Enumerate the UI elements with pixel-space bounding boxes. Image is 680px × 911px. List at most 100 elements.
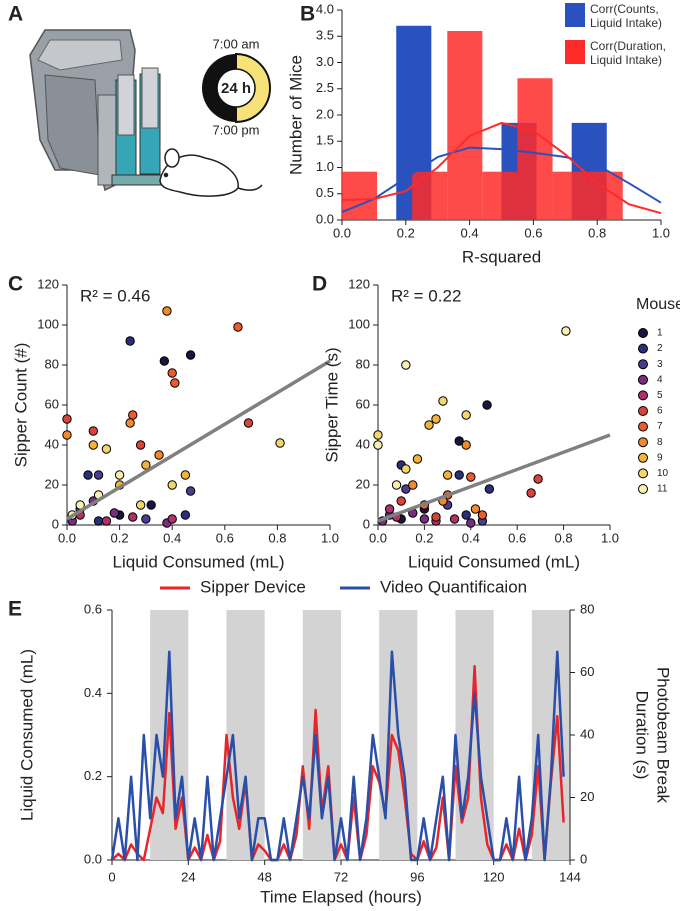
scatter-point [396,496,406,506]
y-tick-label: 0.0 [84,851,102,866]
y-tick-label: 0.4 [84,685,102,700]
scatter-point [125,418,135,428]
legend-label: 7 [657,421,663,432]
y-tick-label: 120 [37,276,59,291]
scatter-point [384,504,395,514]
clock-illustration [202,52,271,124]
y-axis-label: Number of Mice [286,55,305,175]
legend-label: 5 [657,390,663,401]
mouse-illustration [159,148,263,197]
legend-label: 4 [657,374,663,385]
legend-marker [638,421,648,432]
scatter-point [275,438,285,448]
y2-tick-label: 0 [580,851,587,866]
scatter-point [470,504,481,514]
scatter-point [412,454,423,464]
y-axis-label: Sipper Count (#) [11,343,30,468]
x-tick-label: 0.2 [415,530,433,545]
x-axis-label: Liquid Consumed (mL) [113,552,285,571]
scatter-point [431,414,441,424]
legend-label: Sipper Device [200,577,306,596]
scatter-point [477,510,488,520]
histogram-bar [447,31,483,220]
x-tick-label: 1.0 [652,225,670,240]
legend-swatch [565,40,585,64]
x-tick-label: 0.2 [397,225,415,240]
fit-line [377,433,611,523]
y-tick-label: 120 [348,276,370,291]
y-tick-label: 40 [45,436,59,451]
legend-label: 8 [657,437,663,448]
y-tick-label: 80 [356,356,370,371]
scatter-point [482,400,492,410]
x-axis-label: Liquid Consumed (mL) [408,552,580,571]
legend-marker [638,452,648,463]
scatter-point [109,508,120,518]
legend-marker [638,374,648,385]
annotation: R² = 0.22 [391,286,461,305]
x-tick-label: 0.0 [58,530,76,545]
legend-label: 6 [657,406,663,417]
scatter-point [167,514,177,524]
scatter-point [180,470,191,480]
x-tick-label: 0.4 [462,530,480,545]
histogram-bar [412,171,448,220]
y-tick-label: 2.0 [316,106,334,121]
scatter-point [125,336,135,346]
y2-tick-label: 60 [580,664,594,679]
scatter-point [419,514,430,524]
x-tick-label: 0 [108,869,115,884]
fit-line [66,359,331,521]
y-tick-label: 1.0 [316,159,334,174]
x-tick-label: 96 [410,869,424,884]
scatter-point [484,484,495,494]
y-tick-label: 2.5 [316,80,334,95]
x-tick-label: 0.8 [268,530,286,545]
device-illustration [29,29,165,192]
scatter-point [83,470,93,480]
scatter-point [62,430,72,440]
data-line [110,650,565,862]
legend-marker [638,343,648,354]
y-tick-label: 100 [37,316,59,331]
histogram-bar [342,171,378,220]
y-tick-label: 80 [45,356,59,371]
scatter-point [162,306,172,316]
scatter-point [373,430,383,440]
scatter-point [141,514,151,524]
scatter-point [391,480,402,490]
scatter-point [561,326,571,336]
legend-marker [638,484,648,494]
scatter-point [185,486,196,496]
y2-tick-label: 20 [580,789,594,804]
clock-label: 7:00 am [213,36,260,51]
density-curve [341,121,662,215]
scatter-point [101,516,112,526]
scatter-point [431,512,441,522]
scatter-point [401,360,411,370]
y2-tick-label: 40 [580,726,594,741]
panel-label: A [8,3,23,26]
panel-label: D [312,273,327,296]
panel-label: B [300,3,315,26]
y-tick-label: 40 [356,436,370,451]
scatter-point [88,426,99,436]
y-tick-label: 0.2 [84,768,102,783]
legend-marker [638,437,648,448]
y-tick-label: 60 [356,396,370,411]
scatter-point [141,460,151,470]
y-tick-label: 0.6 [84,601,102,616]
legend-marker [638,468,648,479]
x-tick-label: 0.0 [369,530,387,545]
scatter-point [167,480,177,490]
y-tick-label: 100 [348,316,370,331]
y2-tick-label: 80 [580,601,594,616]
scatter-point [93,516,104,526]
y-axis-label: Liquid Consumed (mL) [17,649,36,821]
clock-label: 7:00 pm [213,122,260,137]
scatter-point [408,480,418,490]
scatter-point [128,410,138,420]
scatter-point [461,410,471,420]
clock-label: 24 h [221,80,251,97]
scatter-point [373,440,383,450]
